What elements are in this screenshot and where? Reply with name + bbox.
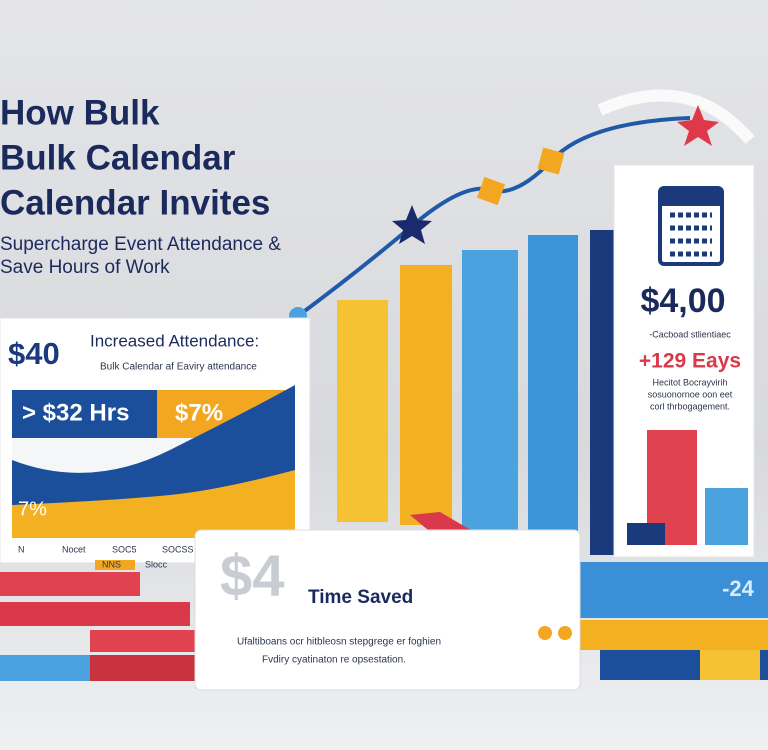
book	[0, 655, 90, 681]
blue-block	[580, 562, 768, 618]
footer-swatch	[95, 560, 135, 570]
right-caption: -Cacboad stlientiaec	[649, 329, 731, 339]
right-big-value: $4,00	[640, 282, 725, 320]
axis-label: N	[18, 544, 25, 554]
decor-bar	[590, 230, 614, 555]
calendar-header	[660, 188, 722, 206]
yellow-block	[700, 650, 760, 680]
decor-bar	[400, 265, 452, 525]
right-stat: +129 Eays	[639, 350, 741, 373]
subtitle-line: Save Hours of Work	[0, 257, 170, 278]
dot	[558, 626, 572, 640]
subtitle-line: Supercharge Event Attendance &	[0, 234, 281, 255]
title-line: Calendar Invites	[0, 183, 270, 222]
star	[677, 105, 719, 146]
time-body-line: Fvdiry cyatinaton re opsestation.	[262, 655, 406, 666]
calendar-grid	[670, 212, 712, 257]
area-label: 7%	[18, 498, 47, 520]
axis-label: Nocet	[62, 544, 86, 554]
axis-label: SOC5	[112, 544, 137, 554]
right-body-line: corl thrbogagement.	[650, 401, 730, 411]
decor-bar	[462, 250, 518, 550]
badge: -24	[722, 576, 755, 601]
area-blue	[12, 385, 295, 505]
footer-label: Slocc	[145, 559, 168, 569]
decor-bar	[528, 235, 578, 555]
time-heading: Time Saved	[308, 587, 413, 608]
title-line: Bulk Calendar	[0, 138, 236, 177]
book	[0, 602, 190, 626]
decor-bar	[705, 488, 748, 545]
time-body-line: Ufaltiboans ocr hitbleosn stepgrege er f…	[237, 637, 441, 648]
book	[90, 655, 200, 681]
time-big-value: $4	[220, 543, 285, 608]
left-subheading: Bulk Calendar af Eaviry attendance	[100, 362, 257, 373]
axis-label: SOCSS	[162, 544, 194, 554]
footer-label: NNS	[102, 559, 121, 569]
time-card	[194, 529, 581, 691]
decor-bar	[627, 523, 665, 545]
left-big-value: $40	[8, 336, 60, 371]
band-left-text: > $32 Hrs	[22, 399, 129, 426]
title-line: How Bulk	[0, 93, 160, 132]
band-right-text: $7%	[175, 399, 223, 426]
decor-bar	[337, 300, 388, 522]
diamond	[476, 176, 506, 206]
right-body-line: Hecitot Bocrayvirih	[652, 377, 727, 387]
left-heading: Increased Attendance:	[90, 331, 259, 350]
band-left	[12, 390, 157, 438]
star	[392, 205, 432, 244]
diamond	[537, 147, 565, 175]
arc-decoration	[597, 89, 755, 144]
dot	[538, 626, 552, 640]
book	[0, 572, 140, 596]
yellow-block	[580, 620, 768, 650]
right-body-line: sosuonornoe oon eet	[648, 389, 733, 399]
